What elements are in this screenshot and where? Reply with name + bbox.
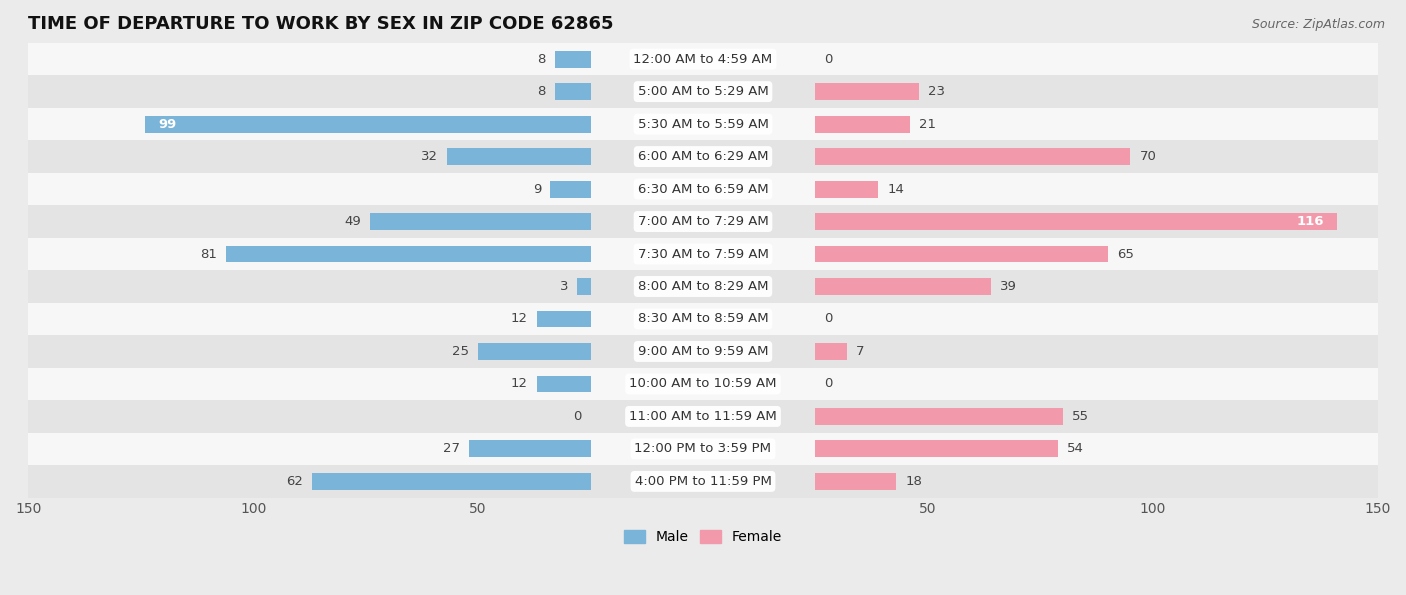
- Text: 8: 8: [537, 52, 546, 65]
- Bar: [815, 278, 991, 295]
- Bar: [0, 368, 1406, 400]
- Text: 18: 18: [905, 475, 922, 488]
- Bar: [550, 181, 591, 198]
- Bar: [815, 213, 1337, 230]
- Bar: [447, 148, 591, 165]
- Text: 5:30 AM to 5:59 AM: 5:30 AM to 5:59 AM: [637, 118, 769, 130]
- Text: 0: 0: [574, 410, 582, 423]
- Bar: [470, 440, 591, 458]
- Legend: Male, Female: Male, Female: [619, 525, 787, 550]
- Text: 12: 12: [510, 312, 527, 325]
- Text: 23: 23: [928, 85, 945, 98]
- Text: 116: 116: [1296, 215, 1324, 228]
- Bar: [815, 473, 897, 490]
- Text: 0: 0: [824, 52, 832, 65]
- Text: 49: 49: [344, 215, 361, 228]
- Text: 39: 39: [1000, 280, 1017, 293]
- Bar: [0, 303, 1406, 335]
- Text: 5:00 AM to 5:29 AM: 5:00 AM to 5:29 AM: [638, 85, 768, 98]
- Bar: [312, 473, 591, 490]
- Text: 9:00 AM to 9:59 AM: 9:00 AM to 9:59 AM: [638, 345, 768, 358]
- Bar: [815, 181, 879, 198]
- Text: 6:00 AM to 6:29 AM: 6:00 AM to 6:29 AM: [638, 150, 768, 163]
- Bar: [0, 465, 1406, 497]
- Bar: [815, 115, 910, 133]
- Bar: [0, 140, 1406, 173]
- Text: 25: 25: [453, 345, 470, 358]
- Bar: [0, 76, 1406, 108]
- Text: 8: 8: [537, 85, 546, 98]
- Text: Source: ZipAtlas.com: Source: ZipAtlas.com: [1251, 18, 1385, 31]
- Bar: [815, 148, 1130, 165]
- Bar: [0, 433, 1406, 465]
- Text: 11:00 AM to 11:59 AM: 11:00 AM to 11:59 AM: [628, 410, 778, 423]
- Text: 12: 12: [510, 377, 527, 390]
- Text: 0: 0: [824, 377, 832, 390]
- Text: 14: 14: [887, 183, 904, 196]
- Text: 9: 9: [533, 183, 541, 196]
- Text: 7:30 AM to 7:59 AM: 7:30 AM to 7:59 AM: [637, 248, 769, 261]
- Text: 62: 62: [285, 475, 302, 488]
- Text: 27: 27: [443, 443, 460, 455]
- Bar: [478, 343, 591, 360]
- Text: 54: 54: [1067, 443, 1084, 455]
- Bar: [0, 205, 1406, 238]
- Text: 81: 81: [200, 248, 217, 261]
- Text: 21: 21: [920, 118, 936, 130]
- Bar: [815, 246, 1108, 262]
- Text: 32: 32: [420, 150, 437, 163]
- Text: 99: 99: [159, 118, 177, 130]
- Text: 8:00 AM to 8:29 AM: 8:00 AM to 8:29 AM: [638, 280, 768, 293]
- Bar: [0, 43, 1406, 76]
- Bar: [554, 83, 591, 100]
- Bar: [815, 83, 920, 100]
- Bar: [0, 335, 1406, 368]
- Bar: [0, 238, 1406, 270]
- Text: 3: 3: [560, 280, 568, 293]
- Bar: [145, 115, 591, 133]
- Text: 65: 65: [1116, 248, 1133, 261]
- Text: 12:00 PM to 3:59 PM: 12:00 PM to 3:59 PM: [634, 443, 772, 455]
- Text: 55: 55: [1071, 410, 1088, 423]
- Bar: [537, 375, 591, 392]
- Bar: [226, 246, 591, 262]
- Text: 0: 0: [824, 312, 832, 325]
- Text: 4:00 PM to 11:59 PM: 4:00 PM to 11:59 PM: [634, 475, 772, 488]
- Bar: [0, 400, 1406, 433]
- Bar: [537, 311, 591, 327]
- Bar: [815, 408, 1063, 425]
- Bar: [815, 343, 846, 360]
- Bar: [815, 440, 1059, 458]
- Text: TIME OF DEPARTURE TO WORK BY SEX IN ZIP CODE 62865: TIME OF DEPARTURE TO WORK BY SEX IN ZIP …: [28, 15, 613, 33]
- Text: 8:30 AM to 8:59 AM: 8:30 AM to 8:59 AM: [638, 312, 768, 325]
- Text: 7:00 AM to 7:29 AM: 7:00 AM to 7:29 AM: [638, 215, 768, 228]
- Bar: [0, 173, 1406, 205]
- Bar: [576, 278, 591, 295]
- Bar: [0, 270, 1406, 303]
- Text: 7: 7: [856, 345, 865, 358]
- Bar: [370, 213, 591, 230]
- Text: 6:30 AM to 6:59 AM: 6:30 AM to 6:59 AM: [638, 183, 768, 196]
- Text: 10:00 AM to 10:59 AM: 10:00 AM to 10:59 AM: [630, 377, 776, 390]
- Text: 12:00 AM to 4:59 AM: 12:00 AM to 4:59 AM: [634, 52, 772, 65]
- Bar: [0, 108, 1406, 140]
- Text: 70: 70: [1139, 150, 1156, 163]
- Bar: [554, 51, 591, 68]
